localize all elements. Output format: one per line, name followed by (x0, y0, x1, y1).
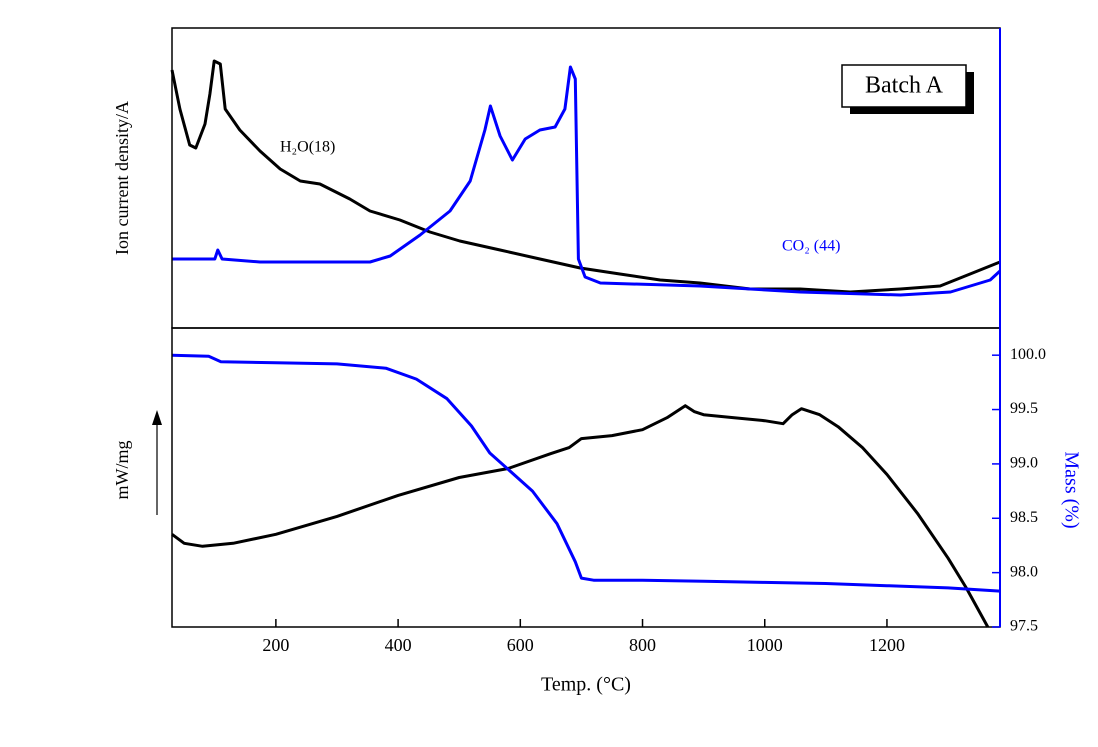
x-label: Temp. (°C) (541, 674, 631, 696)
y2-tick-label: 100.0 (1010, 346, 1046, 363)
x-tick-label: 200 (262, 635, 289, 655)
series-label: CO₂ (44) (782, 238, 840, 255)
x-tick-label: 1000 (747, 635, 783, 655)
y2-tick-label: 97.5 (1010, 618, 1038, 635)
series-line (171, 404, 990, 628)
series-label: H₂O(18) (280, 139, 335, 156)
y2-tick-label: 99.5 (1010, 400, 1038, 417)
x-tick-label: 800 (629, 635, 656, 655)
series-line (171, 353, 1001, 593)
y2-tick-label: 99.0 (1010, 455, 1038, 472)
bottom-y-label: mW/mg (112, 441, 132, 500)
y2-tick-label: 98.0 (1010, 563, 1038, 580)
series-line (172, 65, 1002, 297)
arrow-head (152, 410, 162, 425)
x-tick-label: 400 (385, 635, 412, 655)
series-line (170, 59, 1001, 294)
annotation: Batch A (865, 73, 944, 99)
x-tick-label: 600 (507, 635, 534, 655)
x-tick-label: 1200 (869, 635, 905, 655)
y2-tick-label: 98.5 (1010, 509, 1038, 526)
top-y-label: Ion current density/A (112, 101, 132, 255)
annotation-box (841, 64, 967, 108)
y2-label: Mass (%) (1060, 451, 1082, 528)
plots (170, 59, 1002, 628)
